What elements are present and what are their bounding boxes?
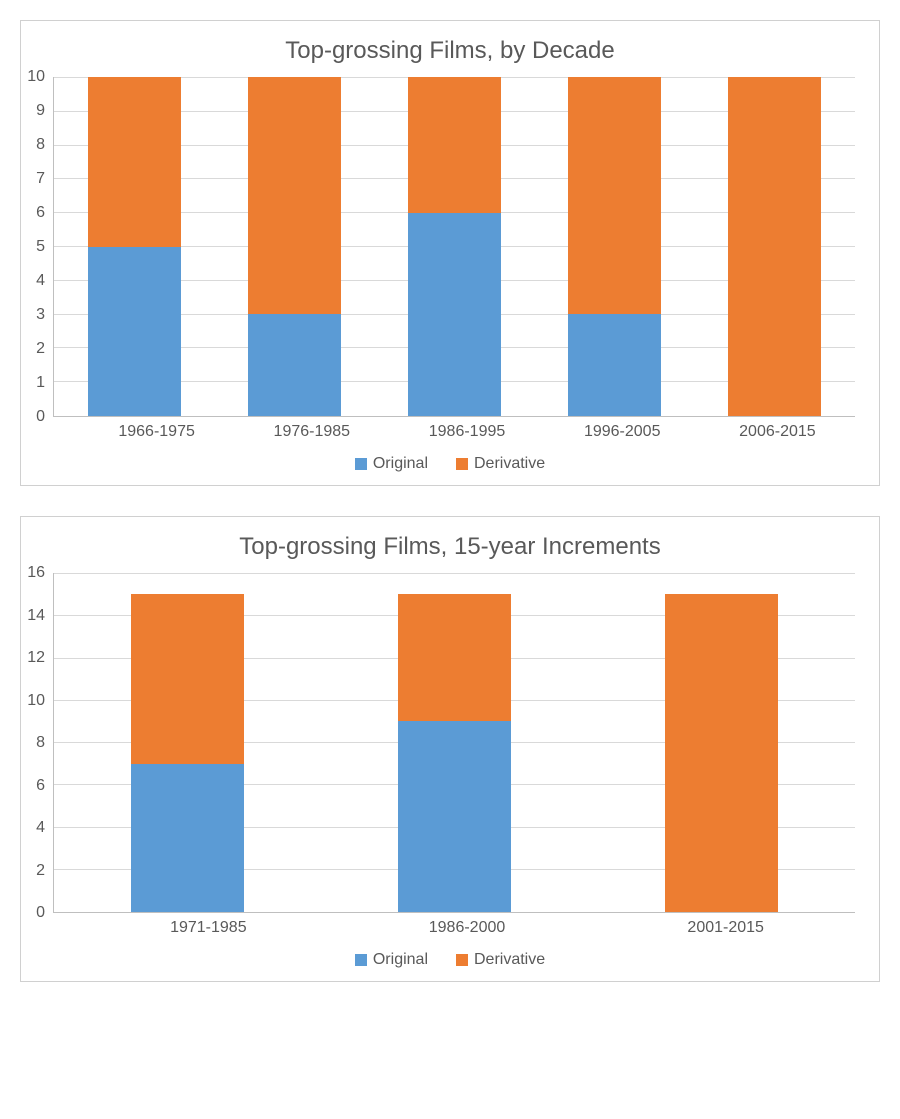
legend-swatch-original [355, 954, 367, 966]
legend-swatch-derivative [456, 458, 468, 470]
chart-panel-15yr: Top-grossing Films, 15-year Increments 0… [20, 516, 880, 982]
bar-segment-original [88, 247, 181, 417]
stacked-bar [248, 77, 341, 416]
bar-column [54, 77, 214, 416]
bar-segment-derivative [408, 77, 501, 213]
legend-item-derivative: Derivative [456, 455, 545, 473]
stacked-bar [131, 594, 243, 912]
x-tick: 1986-2000 [338, 913, 597, 937]
chart1-plot [53, 77, 855, 417]
x-tick: 1986-1995 [389, 417, 544, 441]
chart1-x-axis: 1966-19751976-19851986-19951996-20052006… [79, 417, 855, 441]
legend-label-original: Original [373, 951, 428, 969]
bar-segment-derivative [728, 77, 821, 416]
bar-segment-original [248, 314, 341, 416]
chart-panel-decade: Top-grossing Films, by Decade 0123456789… [20, 20, 880, 486]
legend-item-original: Original [355, 951, 428, 969]
bar-column [588, 573, 855, 912]
bar-segment-derivative [568, 77, 661, 314]
chart1-plot-wrap: 012345678910 [45, 77, 855, 417]
legend-item-original: Original [355, 455, 428, 473]
bar-column [321, 573, 588, 912]
bar-segment-derivative [131, 594, 243, 764]
x-tick: 1996-2005 [545, 417, 700, 441]
bar-segment-original [131, 764, 243, 912]
x-tick: 1966-1975 [79, 417, 234, 441]
stacked-bar [398, 594, 510, 912]
bar-column [214, 77, 374, 416]
chart1-bars [54, 77, 855, 416]
chart2-plot [53, 573, 855, 913]
bar-segment-derivative [248, 77, 341, 314]
x-tick: 2001-2015 [596, 913, 855, 937]
chart2-plot-wrap: 0246810121416 [45, 573, 855, 913]
chart1-y-axis: 012345678910 [45, 77, 53, 417]
bar-segment-original [398, 721, 510, 912]
chart2-y-axis: 0246810121416 [45, 573, 53, 913]
legend-swatch-derivative [456, 954, 468, 966]
bar-column [695, 77, 855, 416]
legend-item-derivative: Derivative [456, 951, 545, 969]
x-tick: 1976-1985 [234, 417, 389, 441]
bar-segment-original [408, 213, 501, 416]
chart1-legend: Original Derivative [45, 455, 855, 473]
stacked-bar [408, 77, 501, 416]
legend-label-original: Original [373, 455, 428, 473]
stacked-bar [728, 77, 821, 416]
bar-column [54, 573, 321, 912]
legend-label-derivative: Derivative [474, 951, 545, 969]
bar-column [374, 77, 534, 416]
x-tick: 1971-1985 [79, 913, 338, 937]
stacked-bar [665, 594, 777, 912]
x-tick: 2006-2015 [700, 417, 855, 441]
stacked-bar [568, 77, 661, 416]
chart2-bars [54, 573, 855, 912]
bar-column [535, 77, 695, 416]
legend-swatch-original [355, 458, 367, 470]
bar-segment-original [568, 314, 661, 416]
chart1-title: Top-grossing Films, by Decade [45, 37, 855, 65]
chart2-legend: Original Derivative [45, 951, 855, 969]
stacked-bar [88, 77, 181, 416]
bar-segment-derivative [665, 594, 777, 912]
bar-segment-derivative [88, 77, 181, 247]
legend-label-derivative: Derivative [474, 455, 545, 473]
chart2-title: Top-grossing Films, 15-year Increments [45, 533, 855, 561]
bar-segment-derivative [398, 594, 510, 721]
chart2-x-axis: 1971-19851986-20002001-2015 [79, 913, 855, 937]
